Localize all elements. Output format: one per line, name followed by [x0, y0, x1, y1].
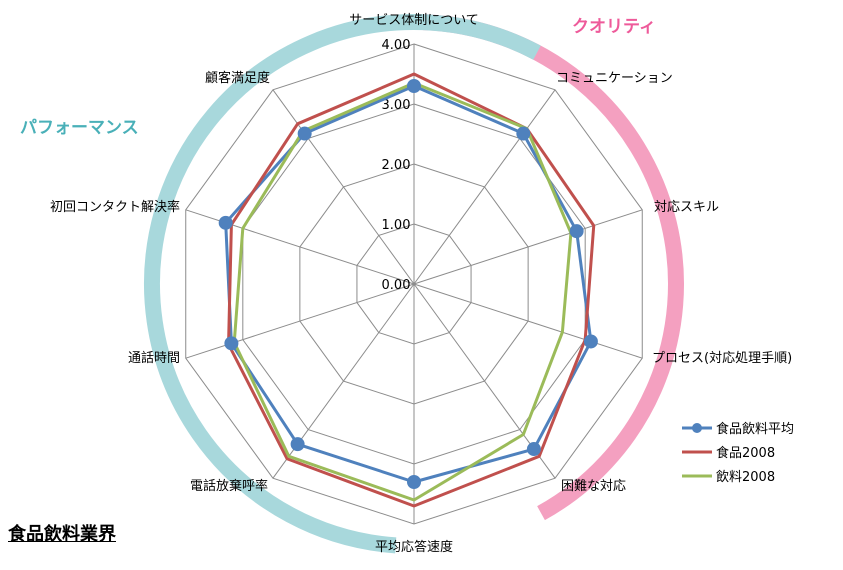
tick-label: 1.00: [382, 218, 411, 233]
series-point: [290, 437, 305, 452]
series-point: [407, 475, 421, 489]
axis-label: 通話時間: [128, 350, 180, 366]
series-point: [407, 79, 421, 93]
legend-label: 食品2008: [716, 445, 775, 461]
series-line: [227, 72, 596, 508]
series-point: [516, 126, 531, 141]
group-label-performance: パフォーマンス: [20, 118, 139, 138]
grid-spoke: [413, 89, 556, 285]
grid-spoke: [413, 283, 643, 359]
grid-spoke: [185, 283, 415, 359]
axis-label: 電話放棄呼率: [190, 478, 268, 494]
axis-label: 平均応答速度: [375, 539, 453, 555]
series-point: [224, 336, 239, 351]
tick-label: 2.00: [382, 158, 411, 173]
axis-label: 対応スキル: [654, 200, 719, 215]
axis-label: 困難な対応: [561, 479, 626, 494]
series-point: [526, 442, 541, 457]
series-group: [218, 72, 598, 508]
tick-label: 0.00: [382, 278, 411, 293]
axis-label: 初回コンタクト解決率: [50, 199, 180, 215]
page-title: 食品飲料業界: [8, 524, 116, 545]
axis-label: サービス体制について: [349, 13, 479, 28]
legend-label: 食品飲料平均: [716, 421, 794, 437]
grid-spoke: [272, 89, 415, 285]
tick-labels: 0.00 1.00 2.00 3.00 4.00: [382, 38, 411, 293]
group-bands: [144, 14, 684, 554]
legend-label: 飲料2008: [716, 469, 775, 485]
series-point: [583, 334, 598, 349]
grid-spoke: [413, 209, 643, 285]
series-point: [569, 224, 584, 239]
legend-marker: [692, 423, 702, 433]
series-line: [232, 81, 573, 502]
performance-band: [144, 14, 541, 554]
tick-label: 3.00: [382, 98, 411, 113]
tick-label: 4.00: [382, 38, 411, 53]
axis-label: コミュニケーション: [556, 71, 673, 86]
axis-label: プロセス(対応処理手順): [652, 351, 792, 366]
group-label-quality: クオリティ: [572, 17, 656, 37]
series-point: [218, 215, 233, 230]
series-point: [297, 126, 312, 141]
axis-label: 顧客満足度: [205, 70, 270, 86]
radar-grid: [185, 43, 643, 525]
